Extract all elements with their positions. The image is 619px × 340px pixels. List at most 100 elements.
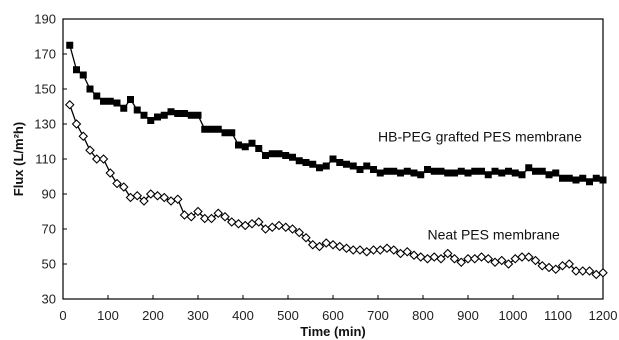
data-point-square (417, 171, 425, 179)
data-point-square (403, 167, 411, 175)
data-point-square (127, 96, 134, 103)
data-point-diamond (152, 190, 163, 201)
data-point-diamond (118, 182, 129, 192)
data-point-square (248, 139, 256, 147)
series-neat-pes (64, 99, 608, 280)
data-point-diamond (598, 267, 608, 278)
data-point-diamond (442, 248, 453, 259)
data-point-diamond (186, 211, 197, 222)
data-point-diamond (112, 178, 122, 189)
x-tick-label: 1100 (544, 308, 572, 323)
data-point-diamond (85, 145, 95, 156)
y-tick-label: 170 (34, 47, 56, 62)
data-point-diamond (132, 190, 143, 201)
x-tick-label: 400 (232, 308, 254, 323)
data-point-square (336, 159, 344, 166)
x-tick-label: 0 (59, 308, 66, 323)
data-point-diamond (571, 266, 581, 276)
data-point-diamond (179, 210, 190, 220)
data-point-square (579, 174, 587, 182)
data-point-square (275, 150, 283, 158)
data-point-square (302, 159, 310, 166)
data-point-diamond (537, 260, 548, 271)
x-axis-title: Time (min) (300, 324, 366, 339)
data-point-diamond (361, 246, 372, 257)
data-point-diamond (226, 217, 237, 227)
data-point-diamond (402, 246, 413, 257)
data-point-square (356, 166, 364, 173)
y-axis-ticks: 30 50 70 90 110 130 150 170 190 (34, 12, 67, 307)
y-axis-title: Flux (L/m²h) (11, 122, 26, 196)
data-point-square (565, 174, 573, 182)
data-point-square (140, 111, 148, 119)
data-point-diamond (469, 253, 480, 264)
data-point-diamond (301, 232, 311, 243)
x-axis-ticks: 0 100 200 300 400 500 600 700 800 900 1000 1100 1200 (59, 295, 617, 323)
y-tick-label: 130 (34, 117, 56, 132)
data-point-square (505, 167, 512, 175)
x-tick-label: 600 (322, 308, 344, 323)
data-point-diamond (564, 259, 575, 269)
data-point-diamond (274, 220, 284, 231)
data-point-square (154, 113, 161, 121)
data-point-diamond (240, 220, 251, 231)
data-point-square (572, 176, 580, 184)
data-point-diamond (476, 252, 487, 262)
data-point-diamond (503, 259, 514, 269)
data-point-diamond (280, 222, 291, 233)
data-point-diamond (172, 194, 183, 205)
data-point-square (295, 157, 303, 165)
data-point-square (208, 125, 215, 133)
data-point-diamond (456, 257, 467, 268)
data-point-diamond (334, 241, 345, 252)
data-point-square (397, 169, 404, 177)
data-point-diamond (517, 252, 527, 262)
data-point-diamond (193, 206, 203, 217)
data-point-square (282, 152, 290, 159)
data-point-diamond (348, 245, 359, 255)
y-tick-label: 50 (42, 257, 56, 272)
data-point-square (113, 99, 121, 107)
data-point-square (329, 155, 337, 163)
data-point-square (471, 167, 479, 175)
data-point-square (228, 129, 236, 137)
data-point-square (235, 141, 242, 149)
data-point-square (525, 164, 533, 172)
annotation-layer: HB-PEG grafted PES membrane Neat PES memb… (378, 129, 582, 243)
data-point-square (309, 160, 317, 168)
x-tick-label: 900 (457, 308, 479, 323)
data-point-diamond (206, 213, 217, 224)
data-point-diamond (307, 239, 318, 250)
data-point-square (383, 167, 391, 175)
data-point-diamond (98, 154, 109, 164)
data-point-square (498, 169, 506, 177)
data-point-square (349, 162, 357, 170)
data-point-square (484, 171, 492, 179)
data-point-diamond (584, 266, 595, 276)
data-point-square (478, 167, 485, 175)
data-point-square (100, 97, 107, 105)
data-point-diamond (199, 213, 210, 224)
x-tick-label: 1200 (589, 308, 618, 323)
data-point-square (532, 167, 539, 175)
data-point-square (444, 169, 452, 177)
hb-peg-series-label: HB-PEG grafted PES membrane (378, 129, 582, 145)
data-point-square (586, 178, 593, 186)
data-point-square (201, 125, 209, 133)
data-point-square (491, 167, 499, 175)
data-point-square (322, 162, 330, 170)
data-point-diamond (415, 252, 426, 262)
data-point-square (343, 160, 350, 168)
data-point-diamond (105, 168, 116, 178)
data-point-square (511, 169, 519, 177)
data-point-diamond (449, 253, 460, 264)
data-point-square (376, 169, 384, 177)
data-point-square (370, 166, 377, 173)
data-point-diamond (368, 245, 379, 255)
data-point-diamond (64, 99, 75, 110)
data-point-square (174, 110, 182, 117)
data-point-square (268, 150, 276, 158)
x-tick-label: 200 (142, 308, 164, 323)
data-point-square (545, 171, 553, 179)
